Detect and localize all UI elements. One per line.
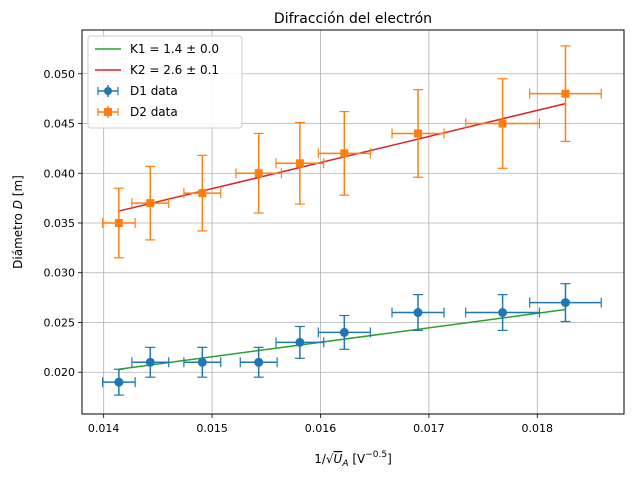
legend-entry-label: K2 = 2.6 ± 0.1	[130, 63, 219, 77]
data-point	[114, 377, 124, 387]
legend-entry-label: D2 data	[130, 105, 178, 119]
sqrt-subscript: A	[341, 459, 348, 469]
legend-box	[87, 35, 243, 129]
data-point	[145, 357, 155, 367]
data-point	[340, 149, 349, 158]
y-axis-label: Diámetro D [m]	[11, 175, 25, 269]
x-tick-label: 0.018	[522, 422, 554, 435]
data-point	[254, 357, 264, 367]
data-point	[339, 327, 349, 337]
x-axis-ticks: 0.014 0.015 0.016 0.017 0.018	[88, 414, 553, 435]
data-point	[114, 218, 123, 227]
x-tick-label: 0.014	[88, 422, 120, 435]
data-point	[198, 189, 207, 198]
x-tick-label: 0.017	[413, 422, 445, 435]
legend-entry-label: K1 = 1.4 ± 0.0	[130, 42, 219, 56]
y-tick-label: 0.040	[44, 167, 76, 180]
data-point	[498, 308, 508, 318]
x-tick-label: 0.016	[305, 422, 337, 435]
x-tick-label: 0.015	[196, 422, 228, 435]
chart-title: Difracción del electrón	[274, 11, 432, 27]
series-circle	[101, 283, 602, 396]
legend-entry-label: D1 data	[130, 84, 178, 98]
data-point	[498, 119, 507, 128]
data-point	[413, 308, 423, 318]
data-point	[295, 159, 304, 168]
sqrt-sign: √	[326, 452, 334, 466]
y-tick-label: 0.035	[44, 217, 76, 230]
data-point	[146, 199, 155, 208]
data-point	[561, 89, 570, 98]
y-tick-label: 0.020	[44, 366, 76, 379]
series-layer	[101, 45, 602, 396]
y-tick-label: 0.030	[44, 267, 76, 280]
sqrt-content: U	[334, 452, 343, 466]
data-point	[254, 169, 263, 178]
y-tick-label: 0.025	[44, 316, 76, 329]
legend-marker	[104, 108, 112, 116]
y-axis-ticks: 0.020 0.025 0.030 0.035 0.040 0.045 0.050	[44, 68, 82, 379]
y-tick-label: 0.045	[44, 118, 76, 131]
series-square	[101, 45, 602, 259]
unit-superscript: −0.5	[365, 450, 387, 460]
data-point	[197, 357, 207, 367]
data-point	[560, 298, 570, 308]
fit-line	[118, 308, 566, 370]
y-tick-label: 0.050	[44, 68, 76, 81]
legend-marker	[104, 87, 112, 95]
data-point	[414, 129, 423, 138]
legend: K1 = 1.4 ± 0.0 K2 = 2.6 ± 0.1 D1 data D2 da…	[87, 35, 243, 129]
data-point	[295, 337, 305, 347]
x-axis-label: 1/√UA [V−0.5]	[314, 450, 392, 469]
plot-frame	[81, 29, 625, 415]
